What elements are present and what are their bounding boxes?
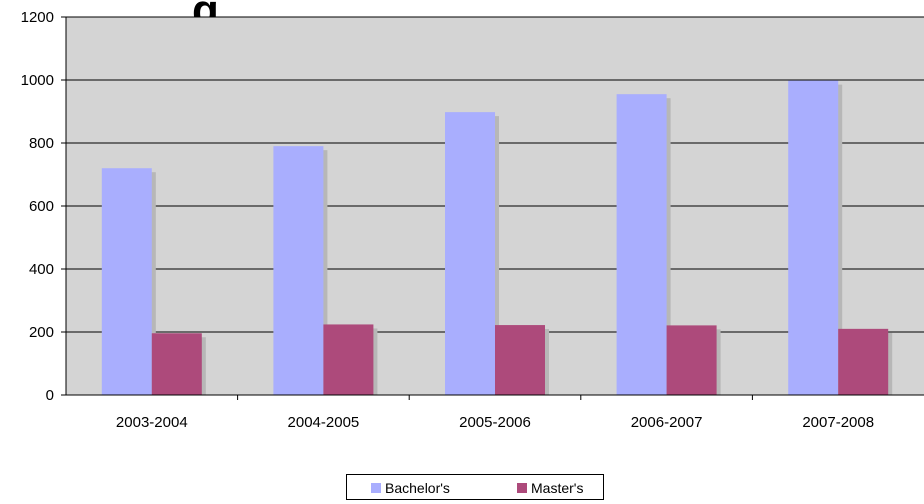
x-tick-labels: 2003-2004 2004-2005 2005-2006 2006-2007 2007… <box>116 414 874 431</box>
bar-bachelors <box>616 94 667 396</box>
x-tick-label: 2007-2008 <box>802 414 874 431</box>
legend-item-masters: Master's <box>517 480 583 496</box>
bar-masters <box>666 325 717 395</box>
x-tick-label: 2005-2006 <box>459 414 531 431</box>
bar-masters <box>495 325 545 395</box>
axes <box>61 16 924 400</box>
y-tick-label: 200 <box>29 324 54 341</box>
x-tick-label: 2003-2004 <box>116 414 188 431</box>
bar-masters <box>838 328 889 395</box>
y-tick-labels: 0 200 400 600 800 1000 1200 <box>21 9 54 404</box>
x-tick-label: 2004-2005 <box>288 414 360 431</box>
x-tick-label: 2006-2007 <box>631 414 703 431</box>
bar-masters <box>151 333 202 395</box>
legend-swatch-masters <box>517 483 527 493</box>
bar-bachelors <box>445 112 495 395</box>
legend-label-masters: Master's <box>531 480 584 496</box>
legend-label-bachelors: Bachelor's <box>385 480 450 496</box>
legend-item-bachelors: Bachelor's <box>371 480 450 496</box>
y-tick-label: 1000 <box>21 72 54 89</box>
bar-bachelors <box>101 168 152 395</box>
bar-masters <box>323 324 374 395</box>
y-tick-label: 400 <box>29 261 54 278</box>
y-tick-label: 1200 <box>21 9 54 26</box>
bar-bachelors <box>788 80 839 395</box>
legend: Bachelor's Master's <box>346 474 604 500</box>
y-tick-label: 0 <box>46 387 54 404</box>
bar-bachelors <box>273 146 324 395</box>
y-tick-label: 600 <box>29 198 54 215</box>
bars <box>101 80 893 396</box>
y-tick-label: 800 <box>29 135 54 152</box>
legend-swatch-bachelors <box>371 483 381 493</box>
